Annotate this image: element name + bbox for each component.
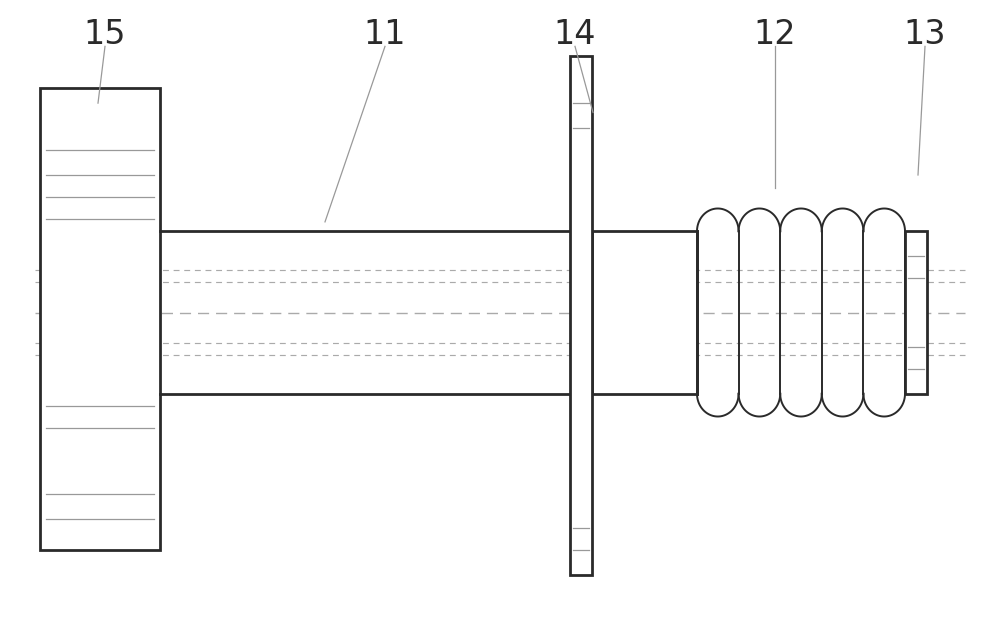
Text: 15: 15 [84, 18, 126, 51]
Bar [570, 56, 592, 575]
Bar [592, 231, 697, 394]
Text: 13: 13 [904, 18, 946, 51]
Bar [905, 231, 927, 394]
Bar [40, 88, 160, 550]
Text: 11: 11 [364, 18, 406, 51]
Text: 12: 12 [754, 18, 796, 51]
Text: 14: 14 [554, 18, 596, 51]
